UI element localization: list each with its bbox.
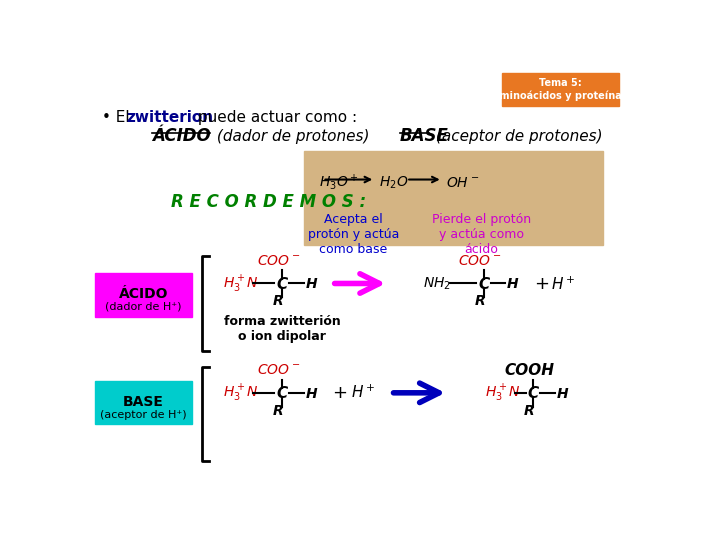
Text: BASE: BASE [400, 127, 449, 145]
Text: $H^+$: $H^+$ [351, 384, 375, 401]
Text: BASE: BASE [123, 395, 164, 409]
Text: $H_3^+N$: $H_3^+N$ [485, 383, 521, 404]
Text: ÁCIDO: ÁCIDO [152, 127, 211, 145]
Text: • El: • El [102, 110, 134, 125]
Text: $NH_2$: $NH_2$ [423, 276, 451, 293]
Text: Acepta el
protón y actúa
como base: Acepta el protón y actúa como base [308, 213, 399, 255]
FancyArrowPatch shape [393, 383, 439, 402]
FancyBboxPatch shape [94, 273, 192, 316]
FancyArrowPatch shape [335, 274, 379, 293]
Text: +: + [332, 384, 347, 402]
Text: H: H [557, 387, 568, 401]
Text: H: H [305, 387, 317, 401]
Text: forma zwitterión
o ion dipolar: forma zwitterión o ion dipolar [224, 315, 341, 343]
Text: Pierde el protón
y actúa como
ácido: Pierde el protón y actúa como ácido [432, 213, 531, 255]
Text: $H_3^+N$: $H_3^+N$ [223, 274, 259, 295]
Text: COOH: COOH [505, 363, 554, 378]
Text: Tema 5:
aminoácidos y proteínas: Tema 5: aminoácidos y proteínas [493, 78, 628, 100]
Text: $OH^-$: $OH^-$ [446, 176, 480, 190]
Text: (dador de H⁺): (dador de H⁺) [105, 301, 181, 312]
Text: R: R [524, 403, 535, 417]
Text: puede actuar como :: puede actuar como : [193, 110, 357, 125]
Text: (dador de protones): (dador de protones) [212, 129, 370, 144]
FancyBboxPatch shape [502, 72, 619, 106]
Text: $COO^-$: $COO^-$ [256, 254, 300, 268]
Text: H: H [507, 277, 518, 291]
Text: R: R [273, 403, 284, 417]
Text: $H_2O$: $H_2O$ [379, 174, 408, 191]
Text: $COO^-$: $COO^-$ [458, 254, 502, 268]
Text: $H_3O^+$: $H_3O^+$ [319, 173, 359, 192]
Text: $H^+$: $H^+$ [551, 275, 575, 293]
FancyBboxPatch shape [304, 151, 603, 245]
Text: C: C [478, 276, 490, 292]
Text: R E C O R D E M O S :: R E C O R D E M O S : [171, 193, 366, 211]
FancyBboxPatch shape [94, 381, 192, 424]
Text: R: R [273, 294, 284, 308]
Text: H: H [305, 277, 317, 291]
Text: R: R [474, 294, 485, 308]
Text: C: C [276, 386, 288, 401]
Text: ÁCIDO: ÁCIDO [119, 287, 168, 301]
Text: zwitterion: zwitterion [127, 110, 214, 125]
Text: (aceptor de protones): (aceptor de protones) [431, 129, 603, 144]
Text: $H_3^+N$: $H_3^+N$ [223, 383, 259, 404]
Text: (aceptor de H⁺): (aceptor de H⁺) [100, 410, 186, 420]
Text: C: C [528, 386, 539, 401]
Text: C: C [276, 276, 288, 292]
Text: +: + [534, 275, 549, 293]
Text: $COO^-$: $COO^-$ [256, 363, 300, 377]
